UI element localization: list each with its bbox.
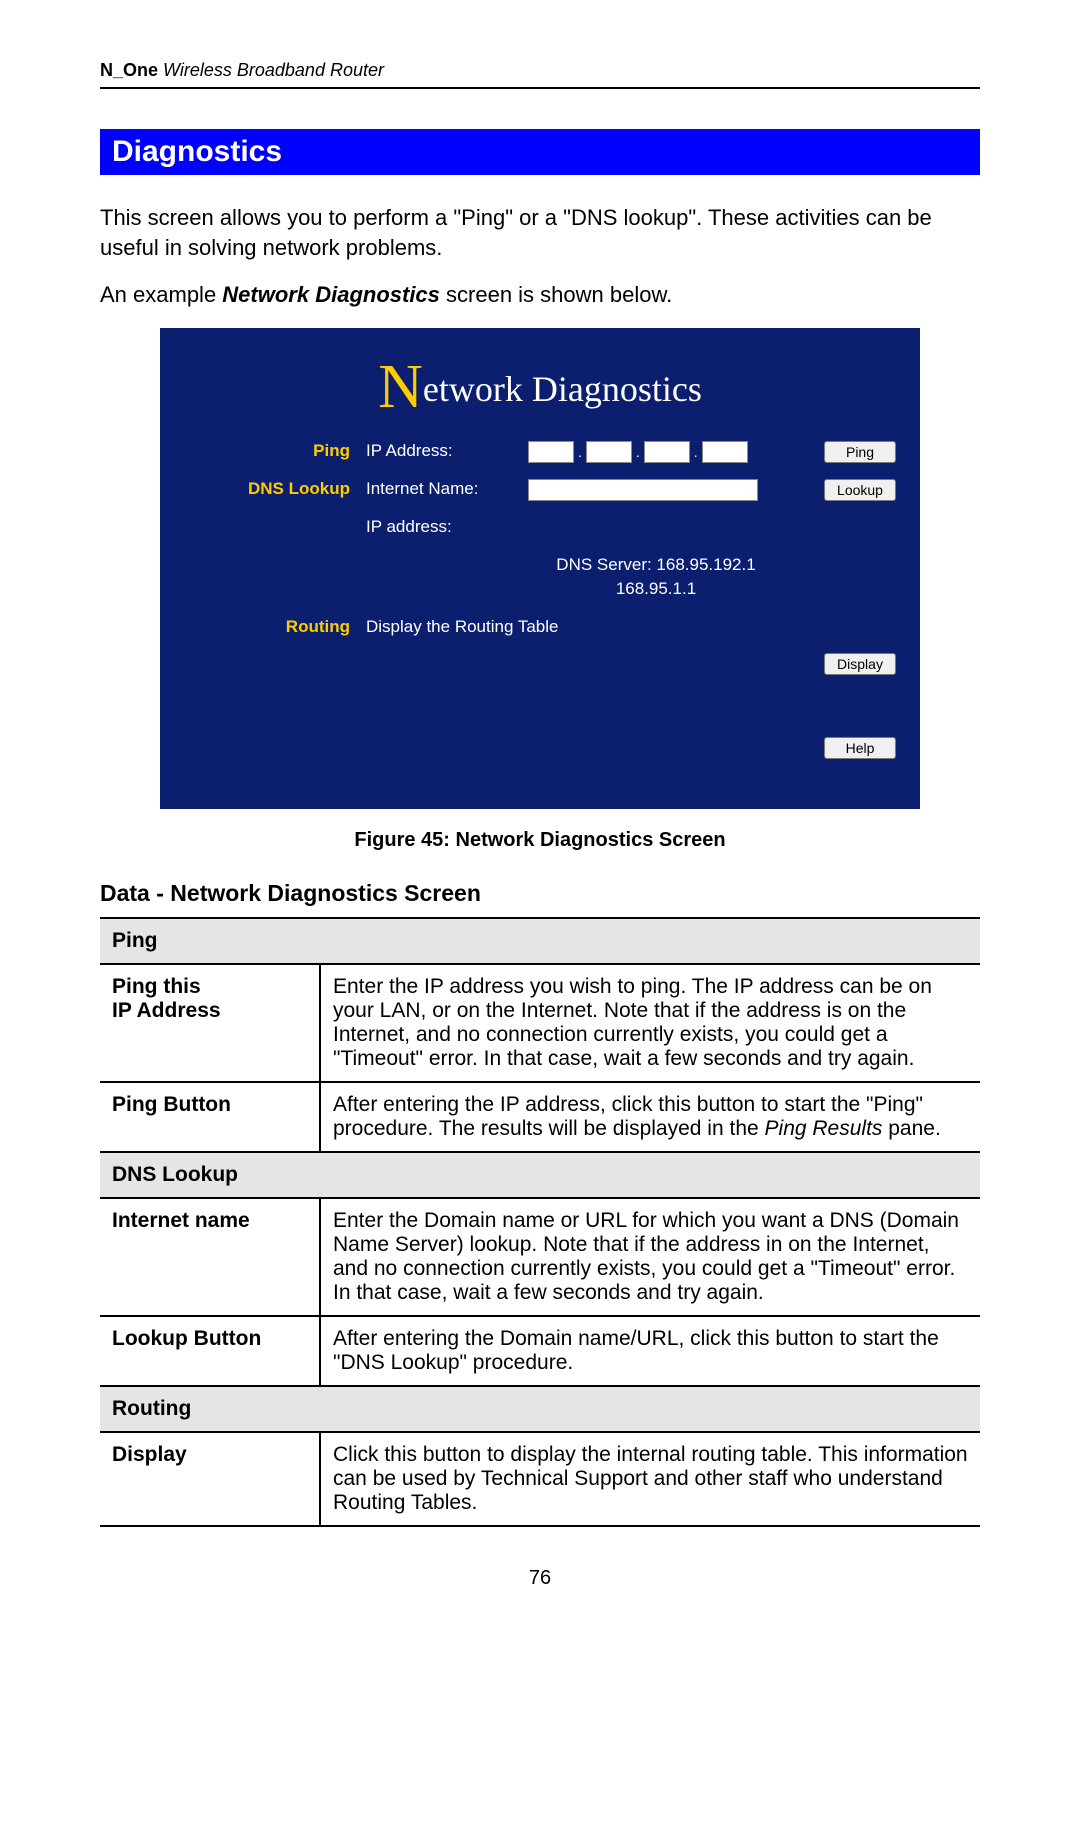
table-row: Lookup Button After entering the Domain …: [100, 1316, 980, 1386]
routing-section-label: Routing: [184, 617, 354, 637]
desc-internet-name: Enter the Domain name or URL for which y…: [320, 1198, 980, 1316]
desc-ping-this: Enter the IP address you wish to ping. T…: [320, 964, 980, 1082]
section-heading: Diagnostics: [100, 129, 980, 175]
intro-paragraph-1: This screen allows you to perform a "Pin…: [100, 203, 980, 262]
ping-button[interactable]: Ping: [824, 441, 896, 463]
table-row-section: DNS Lookup: [100, 1152, 980, 1198]
ip-address-input-group: . . .: [528, 441, 784, 463]
ping-btn-desc-ital: Ping Results: [765, 1117, 883, 1140]
term-lookup-button: Lookup Button: [100, 1316, 320, 1386]
table-row: Display Click this button to display the…: [100, 1432, 980, 1526]
table-row: Ping thisIP Address Enter the IP address…: [100, 964, 980, 1082]
dns-server-info: DNS Server: 168.95.192.1 168.95.1.1: [528, 553, 784, 601]
product-name: N_One: [100, 60, 158, 80]
ip-octet-2-input[interactable]: [586, 441, 632, 463]
ip-address-label-2: IP address:: [366, 517, 516, 537]
table-row-section: Routing: [100, 1386, 980, 1432]
dns-server-line1: DNS Server: 168.95.192.1: [556, 555, 755, 574]
ip-octet-3-input[interactable]: [644, 441, 690, 463]
p2-prefix: An example: [100, 282, 222, 307]
p2-suffix: screen is shown below.: [440, 282, 672, 307]
table-row-section: Ping: [100, 918, 980, 964]
term-ping-this: Ping thisIP Address: [100, 964, 320, 1082]
figure-caption: Figure 45: Network Diagnostics Screen: [100, 829, 980, 852]
data-table: Ping Ping thisIP Address Enter the IP ad…: [100, 917, 980, 1527]
desc-ping-button: After entering the IP address, click thi…: [320, 1082, 980, 1152]
desc-lookup-button: After entering the Domain name/URL, clic…: [320, 1316, 980, 1386]
intro-paragraph-2: An example Network Diagnostics screen is…: [100, 280, 980, 310]
big-n-letter: N: [378, 353, 423, 421]
lookup-button[interactable]: Lookup: [824, 479, 896, 501]
desc-display: Click this button to display the interna…: [320, 1432, 980, 1526]
routing-text: Display the Routing Table: [366, 617, 784, 637]
term-ping-button: Ping Button: [100, 1082, 320, 1152]
screenshot-title: Network Diagnostics: [184, 352, 896, 423]
product-rest: Wireless Broadband Router: [158, 60, 384, 80]
table-row: Internet name Enter the Domain name or U…: [100, 1198, 980, 1316]
internet-name-label: Internet Name:: [366, 479, 516, 499]
term-internet-name: Internet name: [100, 1198, 320, 1316]
data-subheading: Data - Network Diagnostics Screen: [100, 880, 980, 907]
dns-server-line2: 168.95.1.1: [616, 579, 696, 598]
display-button[interactable]: Display: [824, 653, 896, 675]
page-header: N_One Wireless Broadband Router: [100, 60, 980, 89]
ping-section-header: Ping: [100, 918, 980, 964]
internet-name-input[interactable]: [528, 479, 758, 501]
screenshot-panel: Network Diagnostics Ping IP Address: . .…: [160, 328, 920, 809]
table-row: Ping Button After entering the IP addres…: [100, 1082, 980, 1152]
ip-octet-1-input[interactable]: [528, 441, 574, 463]
ping-section-label: Ping: [184, 441, 354, 461]
routing-section-header: Routing: [100, 1386, 980, 1432]
ping-btn-desc-suffix: pane.: [882, 1117, 940, 1140]
dns-lookup-section-label: DNS Lookup: [184, 479, 354, 499]
term-display: Display: [100, 1432, 320, 1526]
page-number: 76: [100, 1567, 980, 1590]
ip-octet-4-input[interactable]: [702, 441, 748, 463]
screenshot-title-text: etwork Diagnostics: [423, 369, 702, 409]
ip-address-label: IP Address:: [366, 441, 516, 461]
p2-bold: Network Diagnostics: [222, 282, 440, 307]
help-button[interactable]: Help: [824, 737, 896, 759]
dns-section-header: DNS Lookup: [100, 1152, 980, 1198]
